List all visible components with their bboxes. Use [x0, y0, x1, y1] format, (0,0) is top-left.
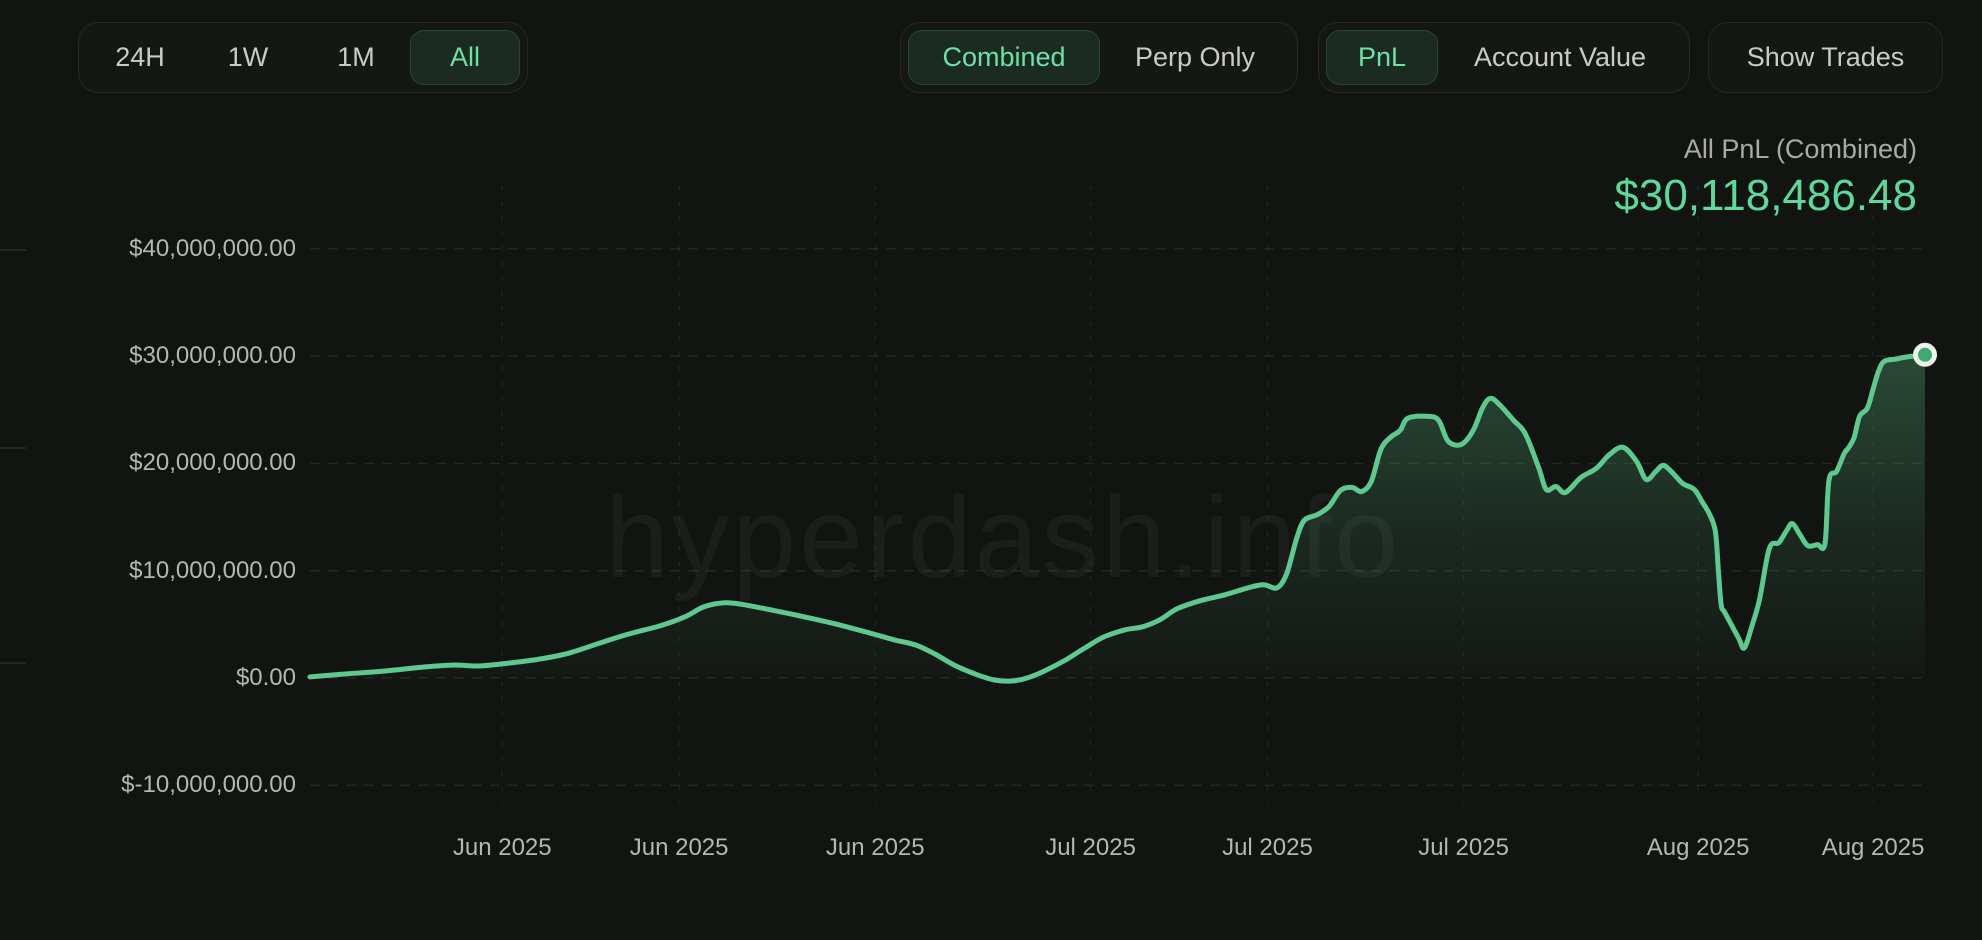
chart-header: All PnL (Combined) $30,118,486.48: [1614, 132, 1917, 224]
y-axis-tick-label: $-10,000,000.00: [121, 771, 296, 799]
metric-account-value[interactable]: Account Value: [1473, 42, 1647, 72]
x-axis-tick-label: Jun 2025: [452, 834, 552, 861]
metric-toggle-group: PnL Account Value: [1318, 22, 1690, 93]
x-axis-tick-label: Jun 2025: [825, 834, 925, 861]
time-range-1w[interactable]: 1W: [227, 42, 269, 72]
metric-pnl[interactable]: PnL: [1326, 30, 1438, 85]
y-axis-tick-label: $30,000,000.00: [129, 342, 296, 370]
time-range-all[interactable]: All: [410, 30, 520, 85]
endpoint-dot: [1913, 342, 1937, 367]
time-range-1m[interactable]: 1M: [337, 42, 375, 72]
pnl-line: [307, 352, 1928, 684]
x-axis-tick-label: Aug 2025: [1646, 834, 1750, 861]
x-axis-tick-label: Jul 2025: [1418, 834, 1509, 861]
pnl-area-fill: [310, 354, 1925, 682]
chart-title: All PnL (Combined): [1683, 134, 1917, 164]
mode-toggle-group: Combined Perp Only: [900, 22, 1298, 93]
mode-perp-only[interactable]: Perp Only: [1134, 42, 1256, 72]
x-axis-tick-label: Jul 2025: [1222, 834, 1313, 861]
y-axis-tick-label: $10,000,000.00: [129, 556, 296, 584]
chart-gridlines: [0, 186, 1925, 803]
x-axis-tick-label: Jul 2025: [1045, 834, 1136, 861]
chart-total-value: $30,118,486.48: [1614, 171, 1917, 220]
y-axis-tick-label: $0.00: [235, 664, 296, 691]
pnl-line-series: [307, 342, 1937, 684]
time-range-24h[interactable]: 24H: [115, 42, 165, 72]
y-axis-tick-label: $40,000,000.00: [129, 234, 296, 262]
x-axis-tick-label: Jun 2025: [629, 834, 729, 861]
show-trades-button[interactable]: Show Trades: [1708, 22, 1943, 93]
mode-combined[interactable]: Combined: [908, 30, 1100, 85]
time-range-group: 24H 1W 1M All: [78, 22, 528, 93]
x-axis-tick-label: Aug 2025: [1821, 834, 1925, 861]
pnl-area: [310, 354, 1925, 682]
y-axis-tick-label: $20,000,000.00: [129, 449, 296, 477]
hyperdash-watermark: hyperdash.info: [605, 474, 1401, 602]
